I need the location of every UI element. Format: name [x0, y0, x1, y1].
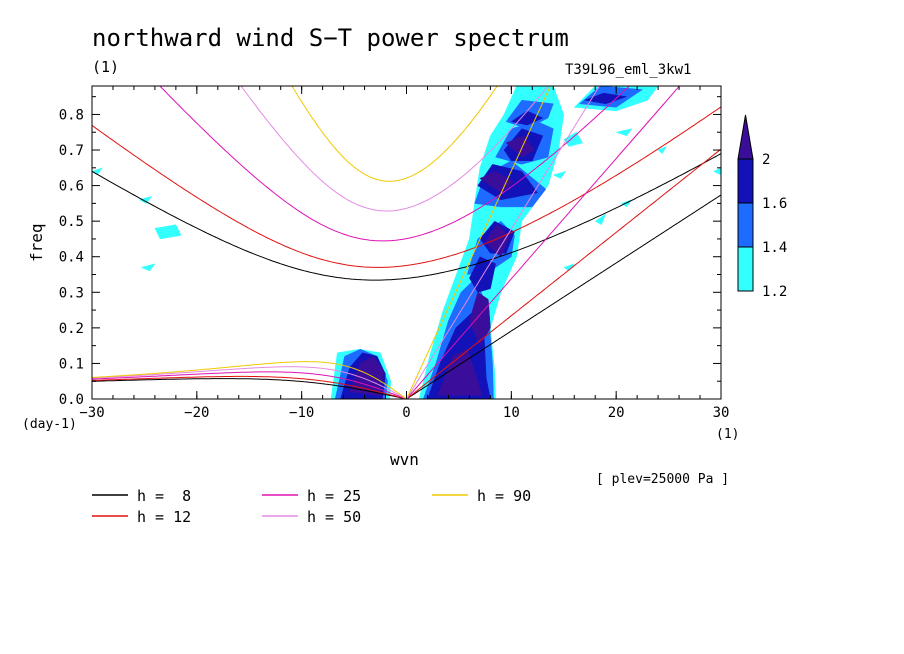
power-region-level-4	[505, 135, 535, 158]
chart-title: northward wind S−T power spectrum	[92, 24, 569, 52]
power-region-level-1	[138, 195, 153, 204]
x-tick-label: 30	[713, 405, 730, 421]
power-region-level-1	[713, 167, 721, 176]
y-tick-label: 0.2	[59, 321, 84, 337]
power-region-level-4	[479, 171, 514, 194]
x-tick-label: 10	[503, 405, 520, 421]
x-tick-label: −30	[79, 405, 104, 421]
y-tick-label: 0.0	[59, 392, 84, 408]
legend-label: h = 8	[137, 487, 191, 505]
y-tick-label: 0.8	[59, 107, 84, 123]
colorbar-box	[737, 158, 754, 204]
power-region-level-3	[510, 110, 544, 126]
x-axis-label: wvn	[390, 450, 419, 469]
x-axis-unit: (1)	[716, 427, 740, 442]
colorbar-triangle	[737, 114, 754, 160]
y-tick-label: 0.7	[59, 143, 84, 159]
colorbar-label: 1.2	[762, 284, 787, 300]
power-region-level-3	[583, 92, 627, 105]
legend-label: h = 25	[307, 487, 361, 505]
legend-label: h = 50	[307, 508, 361, 526]
legend-label: h = 90	[477, 487, 531, 505]
power-region-level-4	[437, 348, 483, 396]
curve-ig-h8	[92, 153, 721, 281]
y-tick-label: 0.5	[59, 214, 84, 230]
power-region-level-1	[563, 131, 583, 147]
experiment-label: T39L96_eml_3kw1	[565, 62, 692, 78]
power-region-level-1	[657, 145, 668, 154]
curve-kelvin-h50	[406, 86, 601, 399]
curve-ig-h25	[159, 86, 631, 242]
power-region-level-1	[594, 213, 607, 226]
pressure-level-annotation: [ plev=25000 Pa ]	[596, 472, 730, 487]
y-tick-label: 0.3	[59, 285, 84, 301]
curve-ig-h12	[92, 106, 721, 268]
x-tick-label: −20	[184, 405, 209, 421]
curve-kelvin-h12	[406, 148, 721, 399]
colorbar-label: 2	[762, 152, 770, 168]
y-axis-unit: (day-1)	[22, 417, 77, 432]
curve-er-h25	[92, 371, 407, 399]
curve-ig-h50	[240, 86, 549, 212]
axis-ticks: −30 −20 −10 0 10 20 30 0.0 0.1 0.2 0.3 0.4 0.5 0.6 0.7…	[59, 86, 730, 421]
curve-er-h12	[92, 375, 407, 399]
curve-kelvin-h25	[406, 86, 681, 399]
curve-er-h90	[92, 361, 407, 399]
colorbar-box	[737, 246, 754, 292]
colorbar-box	[737, 202, 754, 248]
power-region-level-1	[140, 263, 156, 272]
curve-kelvin-h90	[406, 86, 551, 399]
curve-er-h8	[92, 378, 407, 399]
curve-kelvin-h8	[406, 194, 721, 399]
curve-er-h50	[92, 366, 407, 399]
x-tick-label: 0	[402, 405, 410, 421]
power-region-level-4	[349, 355, 384, 396]
colorbar: 1.2 1.4 1.6 2	[737, 114, 787, 300]
legend: h = 8 h = 12 h = 25 h = 50 h = 90	[92, 487, 531, 526]
x-tick-label: 20	[608, 405, 625, 421]
chart-unit-label: (1)	[92, 58, 120, 76]
power-region-level-1	[552, 170, 567, 179]
y-tick-label: 0.6	[59, 179, 84, 195]
legend-label: h = 12	[137, 508, 191, 526]
colorbar-label: 1.6	[762, 196, 787, 212]
dispersion-curves	[92, 86, 721, 399]
power-region-level-1	[615, 128, 633, 137]
power-contours	[92, 86, 721, 399]
colorbar-label: 1.4	[762, 240, 787, 256]
curve-ig-h90	[291, 86, 498, 182]
y-tick-label: 0.1	[59, 356, 84, 372]
x-tick-label: −10	[289, 405, 314, 421]
power-region-level-1	[154, 224, 182, 240]
y-tick-label: 0.4	[59, 250, 84, 266]
power-region-level-4	[484, 224, 510, 258]
